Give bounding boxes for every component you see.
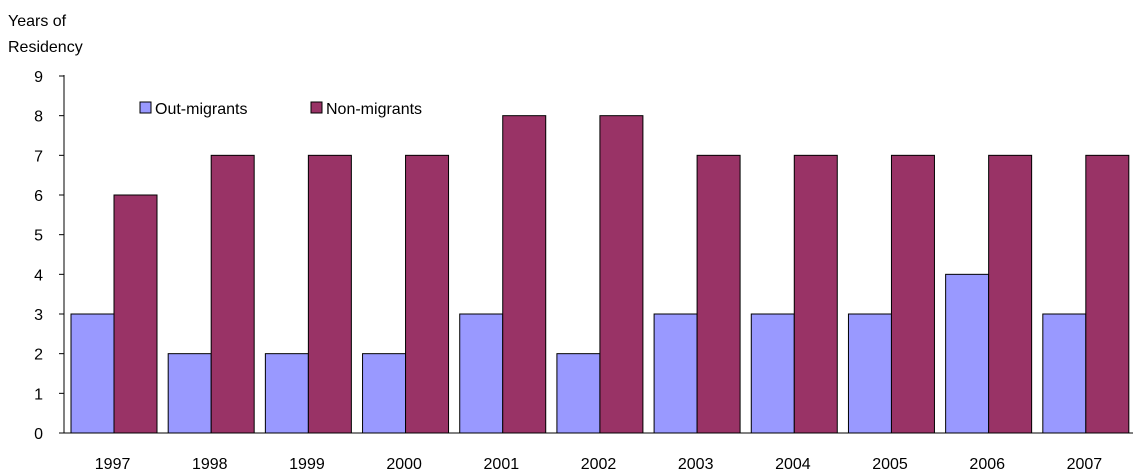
y-axis-label-line-1: Years of bbox=[8, 13, 67, 30]
bar-out-migrants-2002 bbox=[556, 353, 601, 434]
bar-non-migrants-2004 bbox=[793, 154, 838, 434]
bar-non-migrants-2001 bbox=[502, 115, 547, 434]
bar-non-migrants-1998 bbox=[210, 154, 255, 434]
bar-out-migrants-2006 bbox=[945, 273, 990, 434]
y-tick-label: 0 bbox=[34, 426, 43, 443]
legend: Out-migrants Non-migrants bbox=[139, 101, 422, 118]
bar-out-migrants-2005 bbox=[847, 313, 892, 434]
bar-non-migrants-2006 bbox=[988, 154, 1033, 434]
bars-group bbox=[70, 115, 1130, 434]
y-tick-label: 7 bbox=[34, 148, 43, 165]
bar-non-migrants-2000 bbox=[405, 154, 450, 434]
x-tick-label: 1997 bbox=[95, 456, 131, 473]
y-tick-label: 1 bbox=[34, 386, 43, 403]
x-tick-label: 2001 bbox=[484, 456, 520, 473]
y-tick-label: 4 bbox=[34, 267, 43, 284]
x-tick-label: 2002 bbox=[581, 456, 617, 473]
x-tick-label: 2007 bbox=[1067, 456, 1103, 473]
y-tick-label: 3 bbox=[34, 307, 43, 324]
bar-out-migrants-2004 bbox=[750, 313, 795, 434]
bar-out-migrants-2001 bbox=[459, 313, 504, 434]
x-tick-label: 2005 bbox=[872, 456, 908, 473]
legend-swatch-non-migrants bbox=[310, 101, 323, 114]
bar-out-migrants-2000 bbox=[362, 353, 407, 434]
legend-swatch-out-migrants bbox=[139, 101, 152, 114]
x-tick-label: 1999 bbox=[289, 456, 325, 473]
y-tick-label: 9 bbox=[34, 69, 43, 86]
y-tick-label: 6 bbox=[34, 188, 43, 205]
x-tick-label: 2000 bbox=[386, 456, 422, 473]
bar-non-migrants-2002 bbox=[599, 115, 644, 434]
legend-label-out-migrants: Out-migrants bbox=[155, 101, 247, 118]
x-tick-label: 2004 bbox=[775, 456, 811, 473]
bar-out-migrants-1998 bbox=[167, 353, 212, 434]
x-tick-label: 2006 bbox=[969, 456, 1005, 473]
x-ticks-group: 1997 1998 1999 2000 2001 2002 2003 2004 2005 2006… bbox=[95, 456, 1103, 473]
x-tick-label: 2003 bbox=[678, 456, 714, 473]
y-ticks-group: 0 1 2 3 4 5 6 7 8 9 bbox=[34, 69, 64, 443]
y-axis-label-line-2: Residency bbox=[8, 39, 83, 56]
y-tick-label: 2 bbox=[34, 347, 43, 364]
bar-non-migrants-2005 bbox=[890, 154, 935, 434]
bar-out-migrants-1997 bbox=[70, 313, 115, 434]
bar-non-migrants-1999 bbox=[307, 154, 352, 434]
x-tick-label: 1998 bbox=[192, 456, 228, 473]
legend-label-non-migrants: Non-migrants bbox=[326, 101, 422, 118]
bar-non-migrants-2007 bbox=[1085, 154, 1130, 434]
bar-out-migrants-2007 bbox=[1042, 313, 1087, 434]
bar-non-migrants-2003 bbox=[696, 154, 741, 434]
bar-out-migrants-1999 bbox=[264, 353, 309, 434]
y-tick-label: 5 bbox=[34, 228, 43, 245]
bar-non-migrants-1997 bbox=[113, 194, 158, 434]
y-tick-label: 8 bbox=[34, 109, 43, 126]
bar-out-migrants-2003 bbox=[653, 313, 698, 434]
axes-group bbox=[63, 75, 1133, 434]
